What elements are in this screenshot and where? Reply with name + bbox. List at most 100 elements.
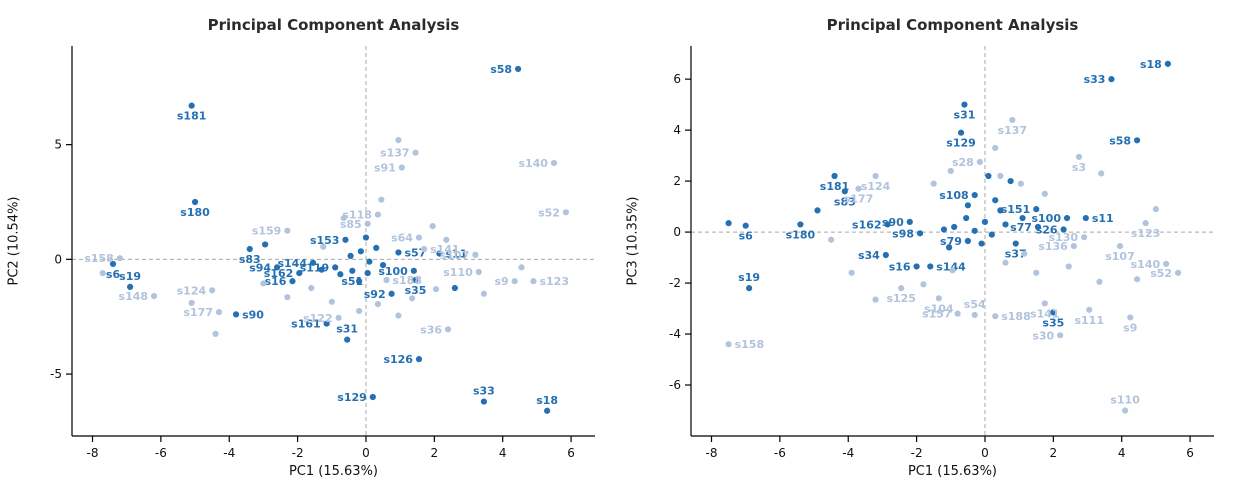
data-point bbox=[1041, 300, 1048, 307]
point-label: s31 bbox=[954, 109, 976, 122]
data-point bbox=[246, 245, 253, 253]
point-label: s144 bbox=[277, 257, 307, 270]
y-tick-label: 6 bbox=[673, 72, 681, 86]
data-point bbox=[927, 263, 934, 270]
data-point bbox=[511, 278, 518, 285]
point-label: s11 bbox=[445, 248, 467, 261]
plot-title: Principal Component Analysis bbox=[826, 16, 1079, 34]
point-label: s124 bbox=[177, 284, 207, 297]
data-point bbox=[356, 278, 363, 285]
data-point bbox=[349, 267, 356, 274]
point-label: s157 bbox=[922, 308, 952, 321]
point-label: s123 bbox=[1131, 227, 1161, 240]
point-label: s85 bbox=[340, 218, 362, 231]
data-point bbox=[347, 252, 354, 260]
point-label: s180 bbox=[786, 228, 816, 241]
data-point bbox=[1019, 214, 1026, 222]
data-point bbox=[828, 236, 835, 243]
data-point bbox=[232, 311, 240, 318]
pca-plot-pc1-pc3: Principal Component Analysis PC3 (10.35%… bbox=[619, 0, 1238, 500]
data-point bbox=[872, 172, 879, 180]
data-point bbox=[1127, 314, 1134, 321]
x-tick-label: -8 bbox=[706, 446, 718, 460]
data-point bbox=[1057, 332, 1064, 339]
data-point bbox=[1082, 214, 1089, 222]
data-point bbox=[1164, 60, 1171, 67]
data-point bbox=[1163, 260, 1170, 268]
data-point bbox=[848, 269, 855, 276]
point-label: s162 bbox=[264, 267, 294, 280]
data-point bbox=[308, 284, 315, 292]
data-point bbox=[1086, 306, 1093, 313]
data-point bbox=[1002, 259, 1009, 266]
point-label: s37 bbox=[1005, 248, 1027, 261]
data-point bbox=[262, 241, 269, 248]
data-point bbox=[562, 209, 570, 216]
data-point bbox=[1007, 177, 1014, 185]
data-point bbox=[945, 244, 953, 251]
data-point bbox=[409, 295, 416, 302]
x-axis-label: PC1 (15.63%) bbox=[288, 464, 379, 479]
point-label: s110 bbox=[443, 266, 473, 279]
data-point bbox=[988, 231, 995, 238]
point-label: s18 bbox=[1140, 58, 1162, 71]
x-tick-label: -4 bbox=[223, 446, 235, 460]
point-label: s54 bbox=[964, 298, 986, 311]
data-point bbox=[951, 223, 958, 231]
data-point bbox=[289, 278, 296, 285]
point-label: s3 bbox=[1072, 161, 1086, 174]
data-point bbox=[855, 185, 862, 192]
data-point bbox=[831, 172, 838, 180]
data-point bbox=[964, 202, 971, 209]
point-label: s137 bbox=[380, 147, 410, 160]
point-label: s177 bbox=[183, 306, 213, 319]
data-point bbox=[872, 296, 879, 303]
point-label: s52 bbox=[1150, 267, 1172, 280]
x-tick-label: 4 bbox=[499, 446, 507, 460]
data-point bbox=[332, 264, 339, 271]
data-point bbox=[992, 144, 999, 152]
point-label: s51 bbox=[341, 275, 363, 288]
y-tick-label: -5 bbox=[50, 367, 62, 381]
data-point bbox=[550, 159, 558, 167]
data-point bbox=[335, 314, 342, 321]
point-label: s58 bbox=[490, 63, 512, 76]
data-point bbox=[432, 286, 440, 293]
data-point bbox=[1002, 221, 1009, 228]
data-point bbox=[1050, 309, 1057, 316]
point-label: s153 bbox=[310, 234, 340, 247]
point-label: s126 bbox=[383, 353, 413, 366]
data-point bbox=[328, 298, 335, 305]
point-label: s181 bbox=[177, 110, 207, 123]
data-point bbox=[109, 260, 117, 268]
data-point bbox=[992, 197, 999, 204]
point-label: s91 bbox=[374, 162, 396, 175]
y-tick-label: -2 bbox=[669, 276, 681, 290]
data-point bbox=[1060, 226, 1067, 233]
point-label: s16 bbox=[265, 275, 287, 288]
data-point bbox=[954, 310, 961, 317]
x-tick-label: 2 bbox=[431, 446, 439, 460]
point-label: s9 bbox=[494, 275, 508, 288]
data-point bbox=[388, 290, 395, 297]
data-point bbox=[357, 248, 364, 255]
x-axis-label: PC1 (15.63%) bbox=[907, 464, 998, 479]
data-point bbox=[742, 222, 749, 229]
data-point bbox=[374, 300, 382, 308]
data-point bbox=[882, 251, 889, 259]
data-point bbox=[323, 320, 330, 327]
point-label: s94 bbox=[249, 261, 271, 274]
data-point bbox=[971, 192, 978, 199]
data-point bbox=[374, 211, 382, 218]
x-tick-label: -8 bbox=[87, 446, 99, 460]
data-point bbox=[961, 101, 968, 108]
data-point bbox=[841, 188, 848, 195]
data-point bbox=[1033, 206, 1040, 213]
point-label: s36 bbox=[420, 323, 442, 336]
data-point bbox=[410, 267, 417, 274]
data-point bbox=[898, 285, 905, 292]
data-point bbox=[1017, 180, 1024, 187]
data-point bbox=[395, 312, 402, 319]
y-tick-label: 4 bbox=[673, 123, 681, 137]
point-label: s98 bbox=[892, 227, 914, 240]
